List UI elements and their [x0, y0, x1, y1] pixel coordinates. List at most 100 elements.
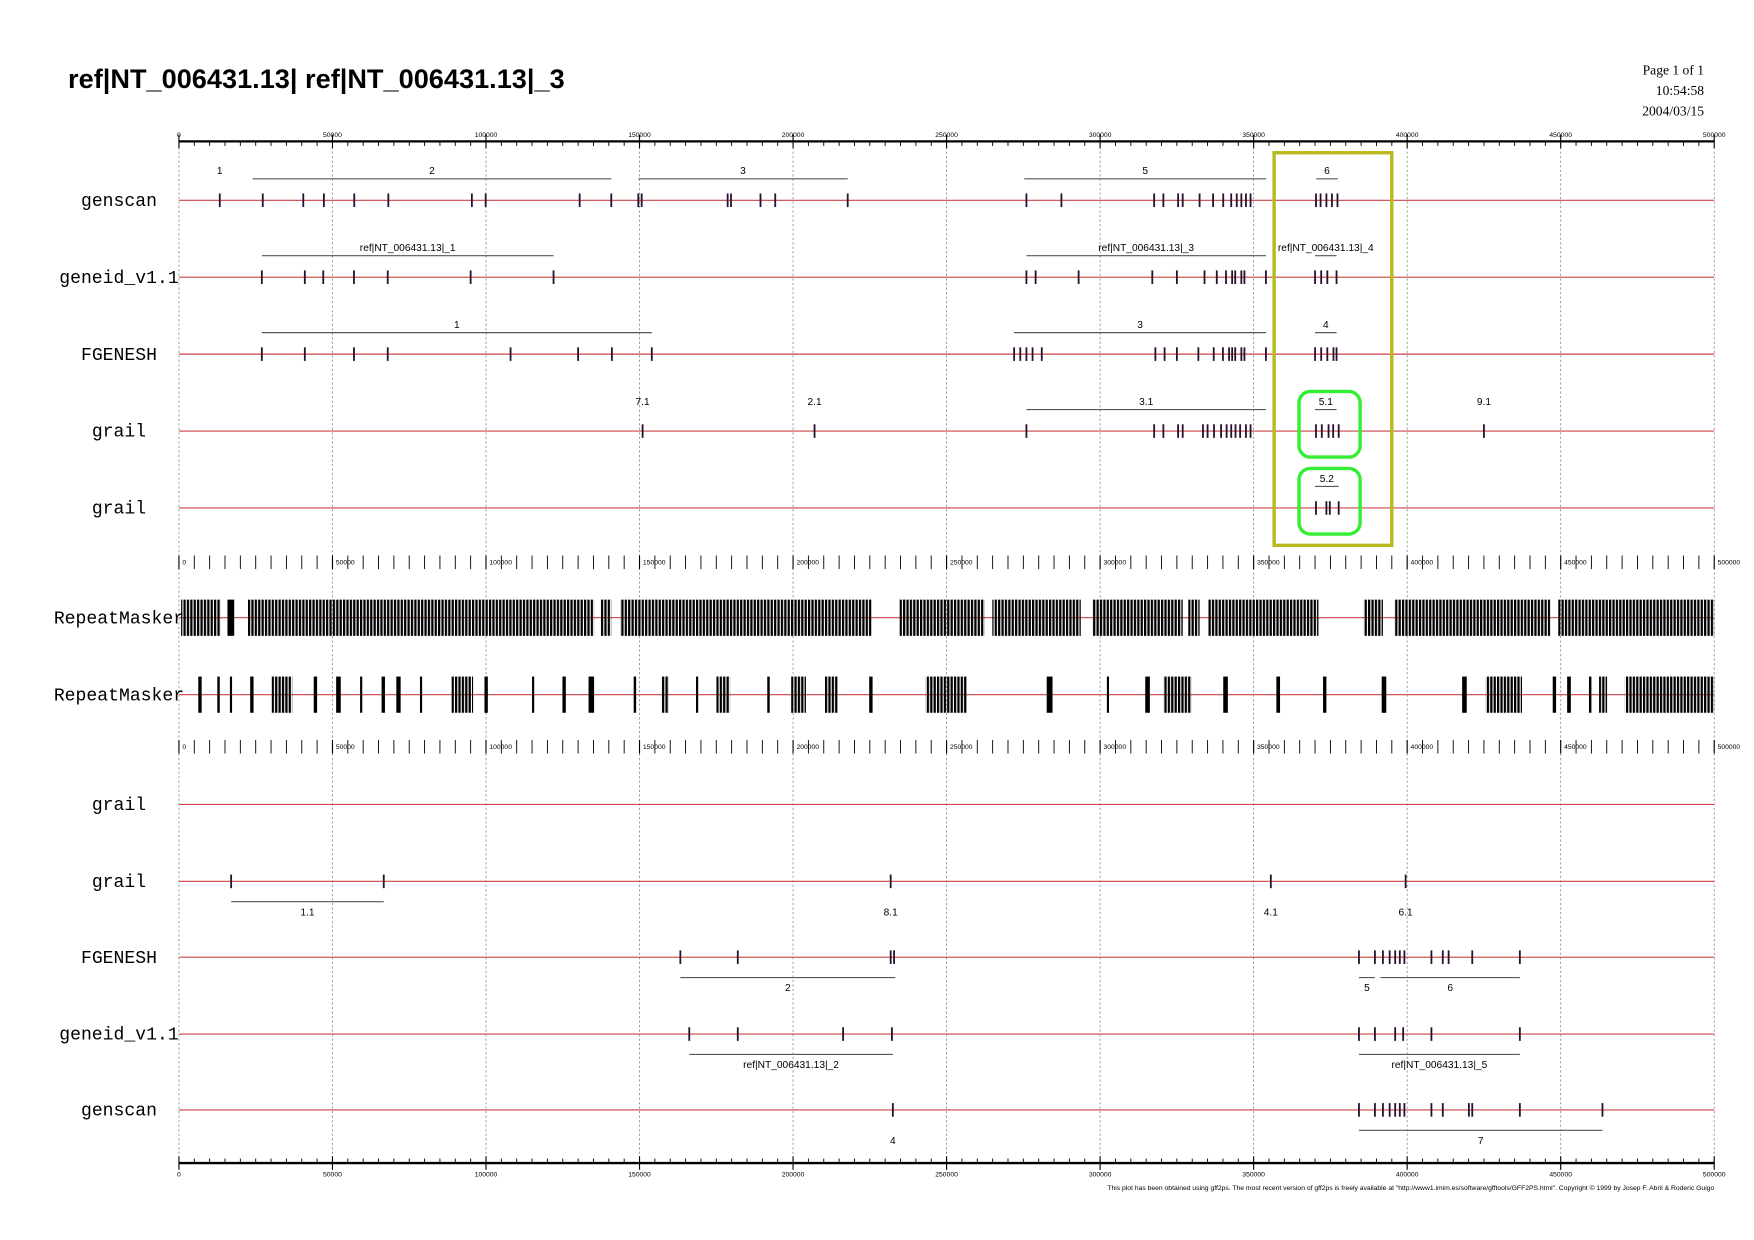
axis-tick-label: 350000: [1257, 744, 1280, 751]
exon: [1358, 950, 1360, 964]
track-name: RepeatMasker: [54, 609, 184, 629]
axis-tick-label: 450000: [1549, 1172, 1572, 1179]
repeat: [824, 676, 839, 713]
track-name: FGENESH: [81, 949, 157, 969]
repeat: [925, 676, 968, 713]
gene-label: 1: [454, 320, 460, 331]
repeat: [532, 676, 535, 713]
axis-tick-label: 150000: [628, 1172, 651, 1179]
repeat: [1276, 676, 1281, 713]
repeat: [1599, 676, 1608, 713]
exon: [1235, 193, 1238, 208]
exon: [1197, 347, 1200, 361]
exon: [484, 193, 487, 208]
exon: [1153, 193, 1156, 208]
exon: [1332, 424, 1335, 438]
exon: [218, 193, 221, 208]
exon: [1325, 193, 1328, 208]
exon: [1388, 950, 1391, 964]
axis-tick-label: 250000: [950, 560, 973, 567]
exon: [1430, 1027, 1433, 1041]
axis-tick-label: 400000: [1396, 132, 1419, 139]
repeat: [661, 676, 669, 713]
axis-tick-label: 300000: [1089, 1172, 1112, 1179]
exon: [1441, 950, 1444, 964]
gene-label: 7: [1478, 1136, 1484, 1147]
exon: [1245, 193, 1247, 208]
axis-tick-label: 400000: [1411, 560, 1434, 567]
repeat: [1394, 599, 1551, 636]
exon: [891, 1103, 894, 1117]
axis-tick-label: 500000: [1718, 560, 1741, 567]
footer: This plot has been obtained using gff2ps…: [1107, 1184, 1714, 1192]
axis-tick-label: 300000: [1089, 132, 1112, 139]
repeat: [198, 676, 202, 713]
repeat: [696, 676, 699, 713]
exon: [1031, 347, 1034, 361]
gene-label: 4: [890, 1136, 896, 1147]
exon: [1162, 193, 1165, 208]
exon: [1234, 270, 1237, 284]
exon: [1222, 347, 1224, 361]
repeat: [1552, 676, 1557, 713]
gene-label: 3.1: [1139, 397, 1153, 408]
axis-tick-label: 450000: [1564, 744, 1587, 751]
exon: [230, 874, 233, 889]
exon: [1240, 347, 1243, 361]
exon: [1225, 424, 1228, 438]
exon: [1331, 193, 1333, 208]
exon: [1337, 424, 1340, 438]
axis-tick-label: 0: [177, 1172, 181, 1179]
track-name: genscan: [81, 1102, 157, 1122]
exon: [1040, 347, 1043, 361]
exon: [1034, 270, 1037, 284]
repeat: [600, 599, 612, 636]
exon: [1025, 347, 1028, 361]
repeat: [791, 676, 806, 713]
exon: [1394, 950, 1397, 964]
exon: [1374, 950, 1376, 964]
exon: [552, 270, 555, 284]
repeat: [1567, 676, 1571, 713]
axis-tick-label: 200000: [782, 1172, 805, 1179]
gene-label: 6.1: [1399, 907, 1413, 918]
exon: [893, 950, 895, 964]
exon: [1077, 270, 1080, 284]
exon: [1358, 1103, 1360, 1117]
exon: [1177, 193, 1180, 208]
tracks-layer: 0 50000 100000 150000 200000 250000 300000 3500…: [54, 132, 1741, 1179]
exon: [891, 1027, 893, 1041]
exon: [1212, 193, 1215, 208]
exon: [1447, 950, 1450, 964]
exon: [1243, 347, 1246, 361]
axis-tick-label: 300000: [1104, 560, 1127, 567]
gene-label: ref|NT_006431.13|_3: [1098, 243, 1194, 254]
gene-label: 4.1: [1264, 907, 1278, 918]
gene-label: 8.1: [884, 907, 898, 918]
exon: [1441, 1103, 1444, 1117]
exon: [637, 193, 640, 208]
axis-tick-label: 500000: [1703, 1172, 1726, 1179]
axis-tick-label: 0: [182, 560, 186, 567]
exon: [302, 193, 305, 208]
date: 2004/03/15: [1642, 103, 1704, 118]
gene-label: 5.2: [1320, 474, 1334, 485]
exon: [759, 193, 762, 208]
exon: [1332, 347, 1335, 361]
exon: [1269, 874, 1272, 889]
highlight-gene: [1297, 466, 1362, 536]
title: ref|NT_006431.13| ref|NT_006431.13|_3: [68, 63, 565, 94]
exon: [1388, 1103, 1391, 1117]
exon: [387, 193, 390, 208]
gene-label: 3: [740, 166, 746, 177]
exon: [1265, 347, 1267, 361]
exon: [261, 193, 264, 208]
exon: [1315, 501, 1317, 515]
exon: [260, 270, 263, 284]
exon: [1013, 347, 1016, 361]
repeat: [1588, 676, 1592, 713]
exon: [1402, 1027, 1405, 1041]
exon: [1230, 193, 1233, 208]
repeat: [562, 676, 566, 713]
exon: [1430, 1103, 1433, 1117]
